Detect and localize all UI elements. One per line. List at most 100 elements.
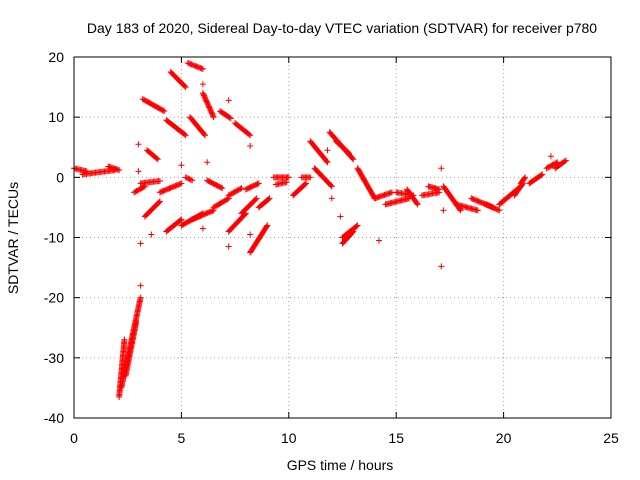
- data-point: [376, 237, 383, 244]
- y-tick-label: -30: [44, 350, 64, 366]
- data-point: [438, 165, 445, 172]
- data-point: [181, 131, 188, 138]
- data-point: [350, 156, 357, 163]
- data-point: [198, 65, 205, 72]
- data-point: [178, 180, 185, 187]
- x-tick-label: 0: [70, 430, 78, 446]
- y-tick-label: 10: [48, 109, 64, 125]
- data-point: [135, 141, 142, 148]
- data-point: [522, 174, 529, 181]
- data-point: [255, 180, 262, 187]
- data-point: [307, 174, 314, 181]
- data-point: [349, 229, 356, 236]
- data-point: [227, 115, 234, 122]
- data-point: [137, 282, 144, 289]
- data-point: [285, 174, 292, 181]
- data-point: [148, 231, 155, 238]
- data-point: [197, 65, 204, 72]
- data-point: [178, 216, 185, 223]
- x-axis-ticks: 0 5 10 15 20 25: [70, 57, 619, 446]
- data-point: [184, 60, 191, 67]
- data-point: [186, 60, 193, 67]
- data-point: [194, 64, 201, 71]
- data-point: [413, 200, 420, 207]
- data-point: [156, 177, 163, 184]
- x-tick-label: 10: [281, 430, 297, 446]
- data-point: [187, 61, 194, 68]
- data-point: [181, 83, 188, 90]
- data-point: [265, 196, 272, 203]
- data-point: [219, 185, 226, 192]
- data-point: [323, 158, 330, 165]
- data-point: [539, 171, 546, 178]
- data-point: [302, 180, 309, 187]
- x-tick-label: 5: [178, 430, 186, 446]
- data-point: [246, 131, 253, 138]
- data-point: [264, 222, 271, 229]
- data-point: [224, 196, 231, 203]
- data-point: [193, 63, 200, 70]
- data-point: [137, 294, 144, 301]
- data-point: [140, 184, 147, 191]
- data-point: [337, 213, 344, 220]
- data-point: [266, 195, 273, 202]
- data-point: [199, 66, 206, 73]
- data-point: [438, 263, 445, 270]
- data-point: [436, 186, 443, 193]
- data-point: [225, 97, 232, 104]
- data-point: [457, 207, 464, 214]
- data-point: [474, 207, 481, 214]
- data-point: [182, 132, 189, 139]
- y-tick-label: -20: [44, 290, 64, 306]
- y-tick-label: -40: [44, 410, 64, 426]
- y-tick-label: 20: [48, 49, 64, 65]
- data-point: [201, 131, 208, 138]
- data-point: [350, 228, 357, 235]
- data-point: [135, 168, 142, 175]
- data-point: [547, 153, 554, 160]
- data-point: [121, 336, 128, 343]
- data-point: [345, 149, 352, 156]
- data-point: [199, 225, 206, 232]
- data-point: [204, 159, 211, 166]
- data-point: [440, 207, 447, 214]
- data-point: [192, 63, 199, 70]
- data-point: [196, 64, 203, 71]
- data-point: [562, 157, 569, 164]
- x-axis-label: GPS time / hours: [287, 457, 394, 473]
- data-point: [177, 217, 184, 224]
- data-point: [238, 185, 245, 192]
- data-point: [247, 231, 254, 238]
- data-point: [354, 222, 361, 229]
- data-point: [495, 206, 502, 213]
- data-point: [254, 180, 261, 187]
- data-point: [496, 207, 503, 214]
- data-point: [182, 84, 189, 91]
- data-point: [263, 223, 270, 230]
- data-point: [156, 198, 163, 205]
- data-point: [302, 181, 309, 188]
- data-point: [178, 162, 185, 169]
- data-point: [185, 175, 192, 182]
- data-point: [327, 182, 334, 189]
- data-point: [414, 201, 421, 208]
- y-tick-label: -10: [44, 230, 64, 246]
- data-point: [153, 155, 160, 162]
- data-point: [182, 174, 189, 181]
- data-point: [199, 81, 206, 88]
- data-point: [188, 61, 195, 68]
- data-point: [177, 180, 184, 187]
- data-point: [133, 318, 140, 325]
- data-point: [155, 199, 162, 206]
- data-point: [328, 183, 335, 190]
- data-point: [521, 175, 528, 182]
- data-points: [71, 60, 569, 400]
- data-point: [349, 155, 356, 162]
- data-point: [209, 207, 216, 214]
- data-point: [328, 195, 335, 202]
- data-point: [353, 223, 360, 230]
- data-point: [225, 243, 232, 250]
- x-tick-label: 20: [496, 430, 512, 446]
- data-point: [253, 195, 260, 202]
- data-point: [247, 143, 254, 150]
